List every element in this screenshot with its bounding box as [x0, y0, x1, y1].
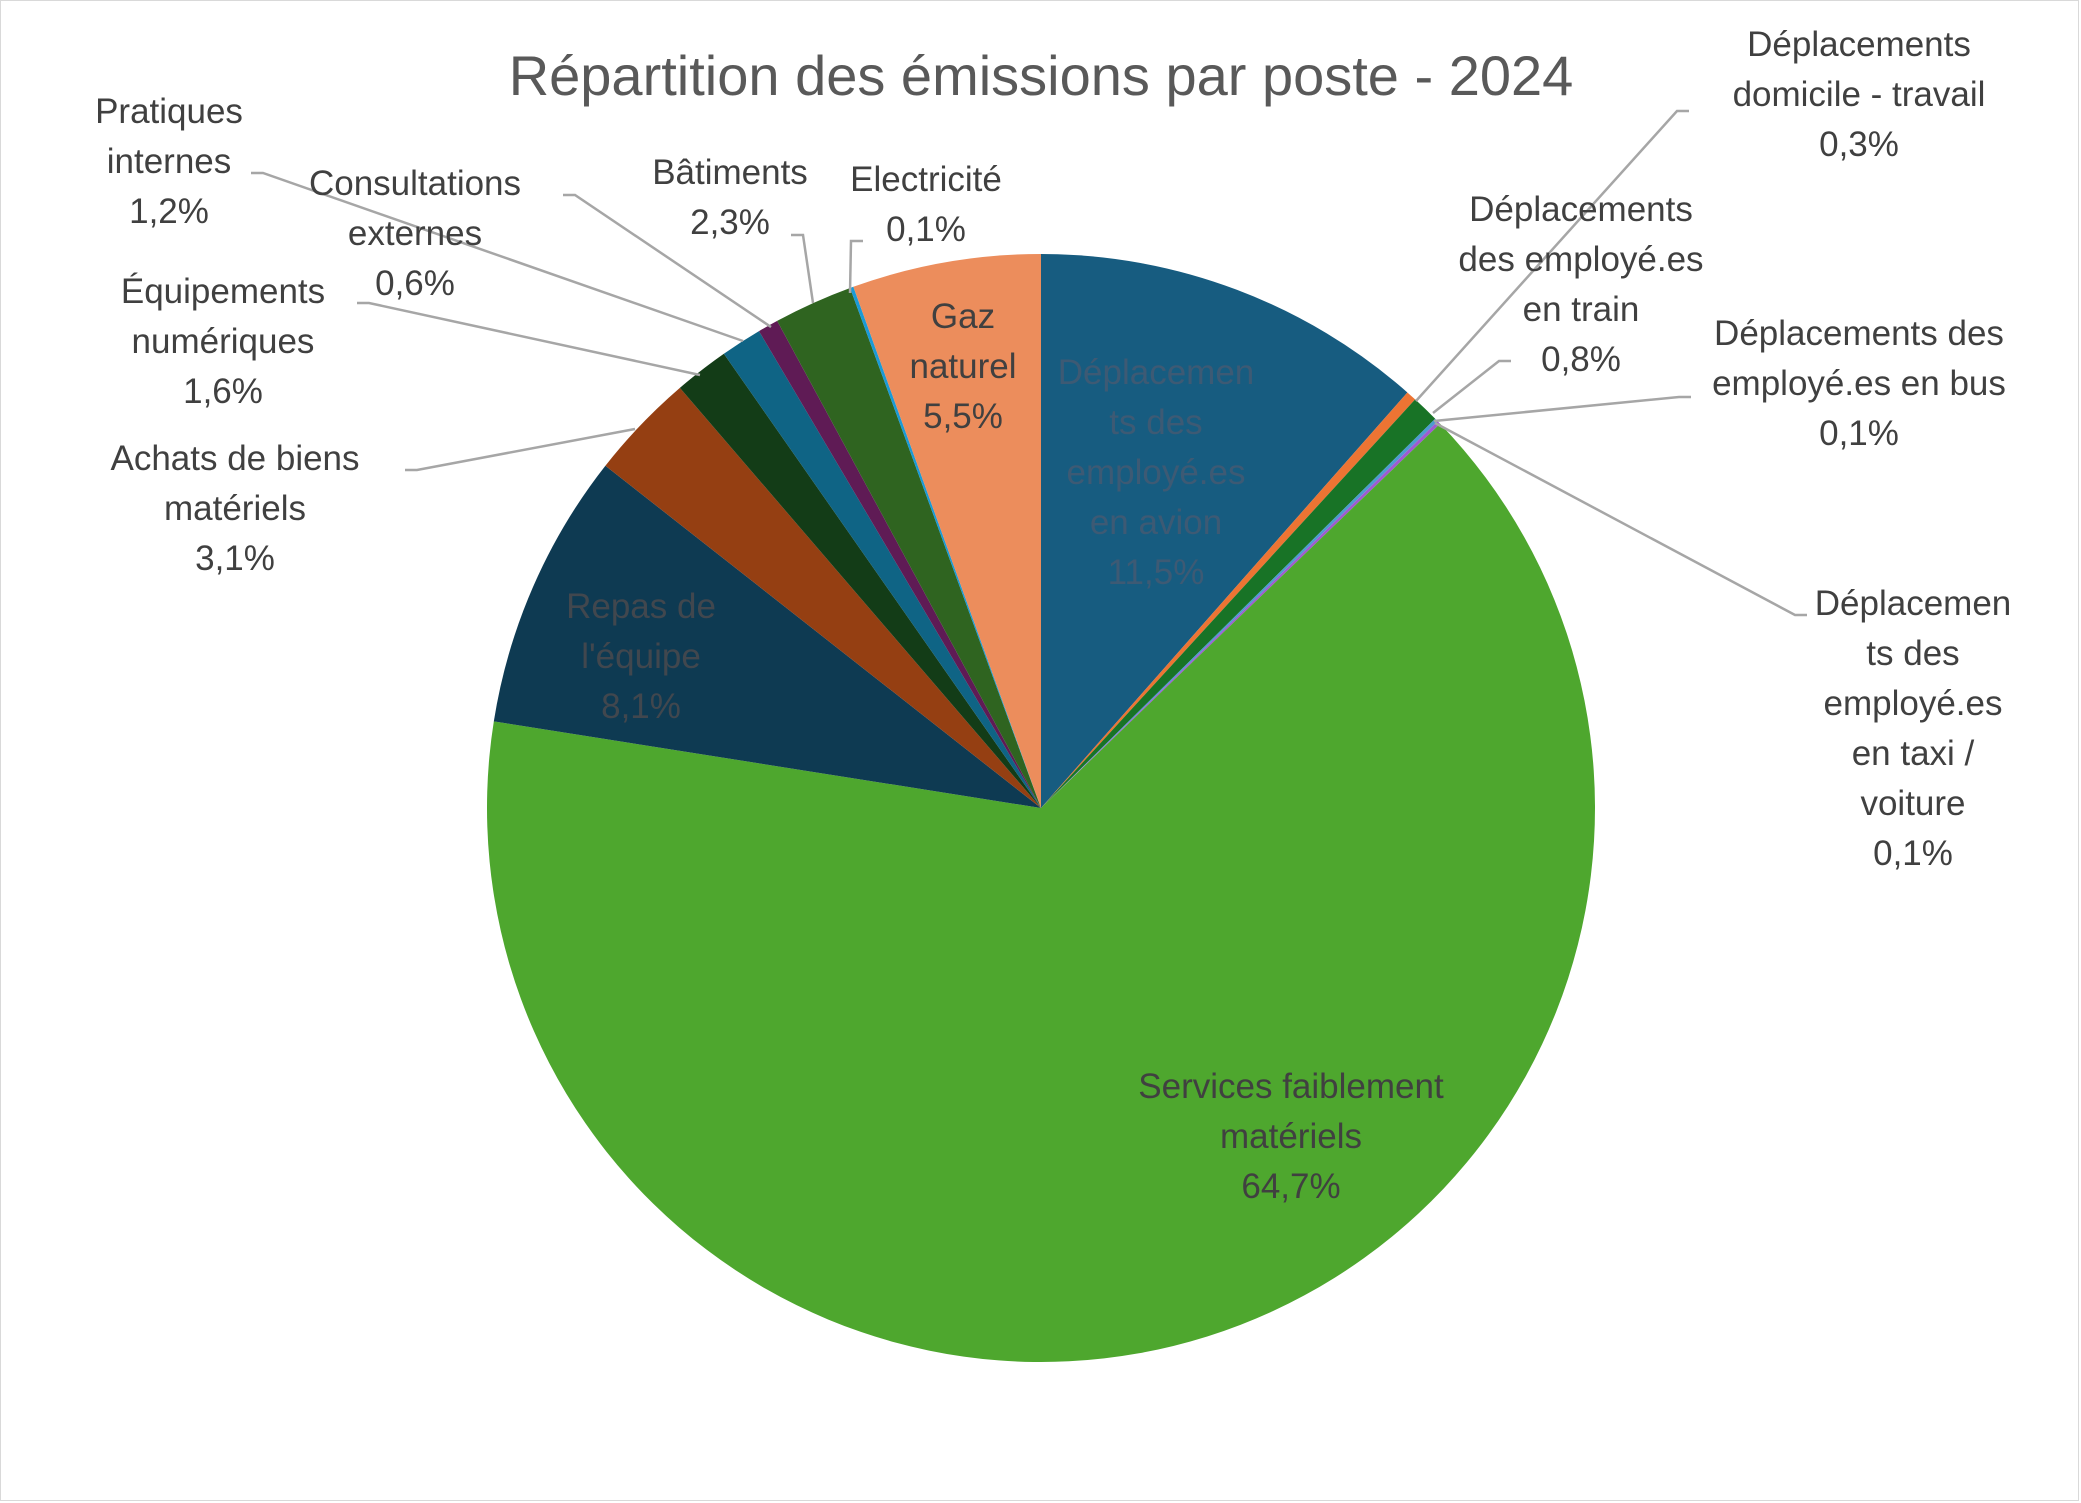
data-label-value: 11,5%	[1108, 553, 1205, 592]
slice-consultations-externes	[758, 320, 1041, 808]
data-label-name-line: Gaz	[931, 297, 995, 336]
data-label-name-line: voiture	[1860, 784, 1965, 823]
data-label-name-line: Electricité	[850, 160, 1002, 199]
leader-line-electricite	[848, 239, 863, 294]
data-label-deplacements-domicile-travail: Déplacements domicile - travail 0,3%	[1733, 25, 1986, 164]
slice-services-faiblement-materiels	[486, 423, 1595, 1363]
leader-line-achats-de-biens-materiels	[405, 427, 636, 472]
slice-repas-de-l-equipe	[493, 465, 1041, 808]
data-label-value: 64,7%	[1241, 1167, 1340, 1206]
data-label-name-line: en train	[1523, 290, 1640, 329]
data-label-consultations-externes: Consultations externes 0,6%	[309, 164, 521, 303]
leader-line-deplacements-des-employe-es-en-bus	[1433, 395, 1691, 423]
data-label-name-line: Services faiblement	[1138, 1067, 1444, 1106]
data-label-name-line: matériels	[164, 489, 306, 528]
data-label-name-line: Consultations	[309, 164, 521, 203]
data-label-name-line: Achats de biens	[110, 439, 359, 478]
leader-line-deplacements-des-employe-es-en-taxi-voiture	[1434, 421, 1807, 617]
data-label-equipements-numeriques: Équipements numériques 1,6%	[121, 272, 325, 411]
data-label-value: 1,6%	[183, 372, 263, 411]
data-label-name-line: Déplacements	[1469, 190, 1693, 229]
data-label-value: 0,8%	[1541, 340, 1621, 379]
data-label-name-line: Équipements	[121, 272, 325, 311]
leader-line-equipements-numeriques	[357, 301, 701, 377]
data-label-name-line: Déplacements	[1747, 25, 1971, 64]
data-label-value: 0,1%	[886, 210, 966, 249]
data-label-deplacements-des-employe-es-en-avion: Déplacemen ts des employé.es en avion 11,5%	[1058, 353, 1255, 592]
data-label-name-line: ts des	[1866, 634, 1959, 673]
slice-batiments	[777, 287, 1041, 808]
data-label-batiments: Bâtiments 2,3%	[652, 153, 808, 242]
data-label-deplacements-des-employe-es-en-taxi-voiture: Déplacemen ts des employé.es en taxi / voitu…	[1815, 584, 2012, 873]
data-label-name-line: en avion	[1090, 503, 1222, 542]
slice-deplacements-des-employe-es-en-avion	[1041, 254, 1408, 808]
data-label-repas-de-l-equipe: Repas de l'équipe 8,1%	[566, 587, 716, 726]
data-label-value: 5,5%	[923, 397, 1003, 436]
leader-line-consultations-externes	[563, 193, 772, 329]
slice-gaz-naturel	[853, 254, 1041, 808]
data-label-name-line: internes	[107, 142, 232, 181]
data-label-electricite: Electricité 0,1%	[850, 160, 1002, 249]
leader-line-batiments	[791, 233, 815, 304]
data-label-value: 0,3%	[1819, 125, 1899, 164]
data-label-value: 2,3%	[690, 203, 770, 242]
leader-line-pratiques-internes	[251, 171, 744, 343]
data-label-value: 8,1%	[601, 687, 681, 726]
data-label-name-line: naturel	[909, 347, 1016, 386]
data-label-name-line: employé.es	[1824, 684, 2003, 723]
pie-slices	[486, 254, 1595, 1363]
data-label-name-line: Bâtiments	[652, 153, 808, 192]
leader-line-deplacements-domicile-travail	[1415, 109, 1689, 402]
chart-title: Répartition des émissions par poste - 20…	[509, 44, 1574, 107]
slice-pratiques-internes	[723, 331, 1041, 808]
data-label-name-line: Pratiques	[95, 92, 243, 131]
data-label-name-line: employé.es	[1067, 453, 1246, 492]
data-label-gaz-naturel: Gaz naturel 5,5%	[909, 297, 1016, 436]
slice-deplacements-des-employe-es-en-bus	[1041, 418, 1438, 808]
data-label-name-line: Déplacemen	[1815, 584, 2012, 623]
data-label-value: 0,1%	[1873, 834, 1953, 873]
leader-line-deplacements-des-employe-es-en-train	[1432, 359, 1511, 414]
leader-lines	[251, 109, 1807, 617]
data-label-name-line: Déplacements des	[1714, 314, 2004, 353]
slice-electricite	[850, 286, 1041, 808]
data-label-name-line: Repas de	[566, 587, 716, 626]
data-label-name-line: domicile - travail	[1733, 75, 1986, 114]
data-label-achats-de-biens-materiels: Achats de biens matériels 3,1%	[110, 439, 359, 578]
data-label-name-line: des employé.es	[1458, 240, 1703, 279]
data-label-name-line: en taxi /	[1852, 734, 1975, 773]
data-label-name-line: numériques	[132, 322, 315, 361]
data-label-name-line: Déplacemen	[1058, 353, 1255, 392]
slice-deplacements-des-employe-es-en-train	[1041, 399, 1436, 808]
data-label-name-line: matériels	[1220, 1117, 1362, 1156]
data-label-value: 1,2%	[129, 192, 209, 231]
data-label-value: 0,6%	[375, 264, 455, 303]
data-label-name-line: employé.es en bus	[1712, 364, 2006, 403]
data-label-name-line: ts des	[1109, 403, 1202, 442]
slice-deplacements-des-employe-es-en-taxi-voiture	[1041, 421, 1441, 808]
data-label-deplacements-des-employe-es-en-bus: Déplacements des employé.es en bus 0,1%	[1712, 314, 2006, 453]
slice-labels: Déplacemen ts des employé.es en avion 11,5%D…	[95, 25, 2011, 1206]
slice-equipements-numeriques	[679, 353, 1041, 808]
data-label-value: 3,1%	[195, 539, 275, 578]
data-label-pratiques-internes: Pratiques internes 1,2%	[95, 92, 243, 231]
slice-achats-de-biens-materiels	[605, 387, 1041, 808]
slice-deplacements-domicile-travail	[1041, 392, 1416, 808]
data-label-name-line: l'équipe	[581, 637, 701, 676]
data-label-services-faiblement-materiels: Services faiblement matériels 64,7%	[1138, 1067, 1444, 1206]
data-label-name-line: externes	[348, 214, 482, 253]
data-label-value: 0,1%	[1819, 414, 1899, 453]
data-label-deplacements-des-employe-es-en-train: Déplacements des employé.es en train 0,8%	[1458, 190, 1703, 379]
